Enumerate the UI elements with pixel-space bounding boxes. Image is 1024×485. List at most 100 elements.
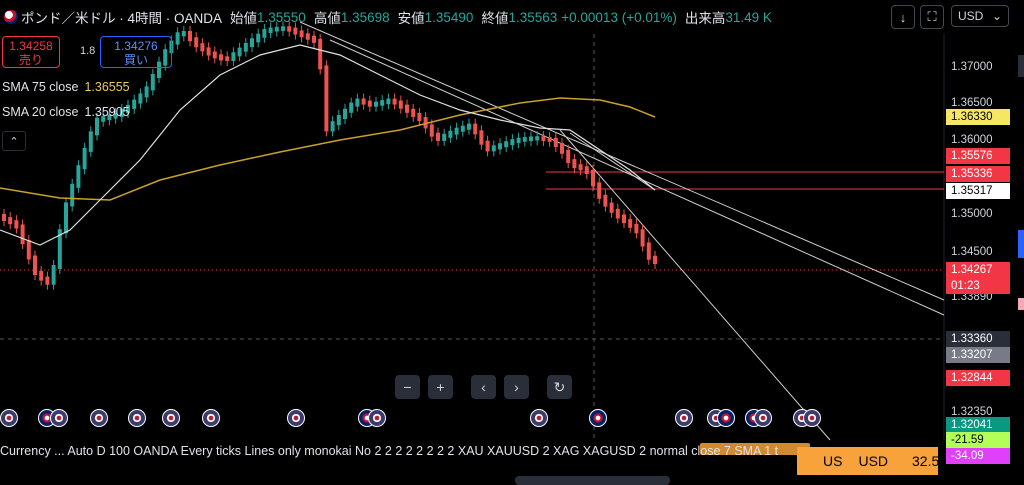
candle-body <box>411 108 416 117</box>
candle-body <box>355 98 360 107</box>
candle-body <box>324 65 329 132</box>
price-tick: 1.36000 <box>951 134 993 146</box>
candle-body <box>541 136 546 142</box>
scroll-right-button[interactable]: › <box>504 375 529 399</box>
chevron-down-icon: ⌄ <box>991 9 1002 23</box>
candle-body <box>522 137 527 142</box>
candle-body <box>64 202 68 234</box>
candle-body <box>188 31 192 42</box>
sell-label: 売り <box>18 53 43 67</box>
us-flag-icon[interactable] <box>162 409 180 427</box>
scroll-left-button[interactable]: ‹ <box>471 375 496 399</box>
candle-body <box>163 49 168 66</box>
candle-body <box>101 116 106 122</box>
candle-body <box>640 229 645 247</box>
currency-value: USD <box>958 9 984 23</box>
sell-button[interactable]: 1.34258 売り <box>2 36 60 68</box>
buy-button[interactable]: 1.34276 買い <box>100 36 172 68</box>
candle-body <box>157 61 161 78</box>
candle-body <box>330 121 335 132</box>
candle-body <box>132 99 137 109</box>
candle-body <box>119 109 124 118</box>
candle-body <box>150 74 155 91</box>
candle-body <box>516 137 521 144</box>
price-marker-label: 1.35317 <box>946 183 1010 199</box>
currency-select[interactable]: USD ⌄ <box>951 5 1009 27</box>
candle-body <box>553 137 558 147</box>
us-flag-icon[interactable] <box>0 409 18 427</box>
us-flag-icon[interactable] <box>90 409 108 427</box>
candle-body <box>429 124 434 137</box>
zoom-out-button[interactable]: − <box>395 375 420 399</box>
candle-body <box>175 32 180 45</box>
candle-body <box>70 183 75 207</box>
us-flag-icon[interactable] <box>128 409 146 427</box>
symbol-title[interactable]: ポンド／米ドル · 4時間 · OANDA <box>21 11 223 26</box>
candle-body <box>237 47 242 57</box>
price-marker-label: 1.35576 <box>946 148 1010 164</box>
candle-body <box>287 26 292 32</box>
sma75-legend[interactable]: SMA 75 close 1.36555 <box>2 80 130 94</box>
us-flag-icon[interactable] <box>803 409 821 427</box>
price-marker-label: 01:23 <box>946 278 1010 294</box>
us-flag-icon[interactable] <box>675 409 693 427</box>
symbol-header: ポンド／米ドル · 4時間 · OANDA 始値 1.35550 高値 1.35… <box>0 0 1024 34</box>
us-flag-icon[interactable] <box>202 409 220 427</box>
zoom-in-button[interactable]: + <box>428 375 453 399</box>
candle-body <box>578 164 583 171</box>
candle-body <box>448 130 453 138</box>
candle-body <box>274 26 279 32</box>
us-flag-icon[interactable] <box>754 409 772 427</box>
close-value: 1.35563 <box>508 9 558 25</box>
uk-flag-icon[interactable] <box>717 409 735 427</box>
reset-chart-button[interactable]: ↻ <box>547 375 572 399</box>
close-label: 終値 <box>481 11 509 26</box>
high-label: 高値 <box>313 11 341 26</box>
trend-line-3 <box>559 129 831 441</box>
candle-body <box>212 51 217 59</box>
time-scrollbar[interactable] <box>515 476 670 485</box>
sma20-line <box>0 44 656 246</box>
candle-body <box>256 33 261 43</box>
candle-body <box>386 98 391 105</box>
candle-body <box>200 43 205 52</box>
candle-body <box>107 114 112 121</box>
candle-body <box>547 137 552 142</box>
high-value: 1.35698 <box>340 9 390 25</box>
candle-body <box>268 27 273 34</box>
open-value: 1.35550 <box>257 9 306 25</box>
low-value: 1.35490 <box>424 9 474 25</box>
right-strip <box>1018 230 1024 258</box>
candle-body <box>646 242 651 260</box>
us-flag-icon[interactable] <box>287 409 305 427</box>
sma20-legend[interactable]: SMA 20 close 1.35905 <box>2 105 130 119</box>
sma20-value: 1.35905 <box>84 105 130 119</box>
candle-body <box>423 117 428 129</box>
candle-body <box>479 130 484 145</box>
sma75-line <box>0 97 656 201</box>
sma20-label: SMA 20 close <box>2 105 79 119</box>
candle-body <box>361 98 366 105</box>
fullscreen-icon[interactable]: ⛶ <box>920 5 944 29</box>
price-marker-label: 1.35336 <box>946 166 1010 182</box>
price-marker-label: -21.59 <box>946 432 1010 448</box>
us-flag-icon[interactable] <box>50 409 68 427</box>
candle-body <box>622 214 626 224</box>
volume-label: 出来高 <box>684 11 726 26</box>
candle-body <box>491 145 496 152</box>
us-flag-icon[interactable] <box>368 409 386 427</box>
us-flag-icon[interactable] <box>530 409 548 427</box>
candle-body <box>653 255 657 264</box>
download-icon[interactable]: ↓ <box>891 5 915 29</box>
uk-flag-icon[interactable] <box>589 409 607 427</box>
candle-body <box>181 31 186 37</box>
gbpusd-flag-icon <box>4 10 18 24</box>
candle-body <box>219 54 223 61</box>
candle-body <box>299 30 304 38</box>
candle-body <box>82 147 87 170</box>
price-marker-label: 1.36330 <box>946 109 1010 125</box>
candle-body <box>597 182 602 199</box>
candle-body <box>95 117 99 136</box>
collapse-legend-icon[interactable]: ⌃ <box>2 131 26 151</box>
